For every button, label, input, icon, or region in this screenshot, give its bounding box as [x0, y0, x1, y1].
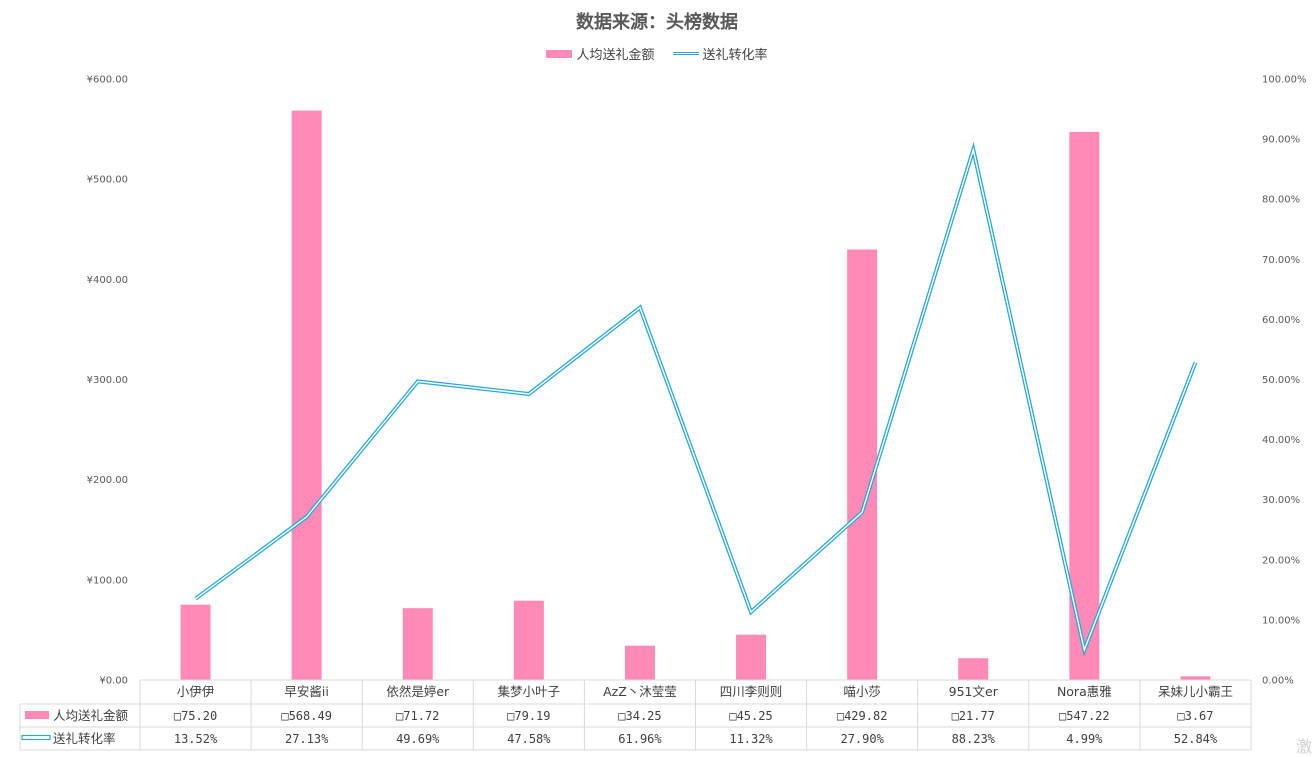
- data-label: □3.67: [1177, 709, 1213, 723]
- series-line-inner: [195, 146, 1197, 653]
- data-label: □45.25: [729, 709, 772, 723]
- y-right-tick-label: 30.00%: [1262, 495, 1300, 506]
- y-left-tick-label: ¥0.00: [99, 676, 128, 687]
- x-tick-label: Nora惠雅: [1057, 684, 1112, 699]
- data-label: □429.82: [837, 709, 888, 723]
- x-tick-label: 呆妹儿小霸王: [1158, 684, 1233, 699]
- data-label: 88.23%: [952, 732, 996, 746]
- data-label: □547.22: [1059, 709, 1110, 723]
- legend-item-bar: 人均送礼金额: [546, 44, 655, 63]
- y-right-tick-label: 50.00%: [1262, 375, 1300, 386]
- data-label: 61.96%: [618, 732, 662, 746]
- y-left-tick-label: ¥200.00: [87, 475, 128, 486]
- y-right-tick-label: 20.00%: [1262, 555, 1300, 566]
- watermark-text: 激: [1295, 737, 1312, 756]
- data-label: □34.25: [618, 709, 661, 723]
- bar: [1069, 131, 1100, 680]
- x-tick-label: 早安酱ii: [284, 684, 328, 699]
- data-label: 11.32%: [729, 732, 773, 746]
- y-left-tick-label: ¥300.00: [87, 375, 128, 386]
- y-right-tick-label: 70.00%: [1262, 255, 1300, 266]
- data-label: 13.52%: [174, 732, 218, 746]
- data-label: □71.72: [396, 709, 439, 723]
- y-right-tick-label: 60.00%: [1262, 315, 1300, 326]
- legend-swatch-bar: [546, 49, 573, 58]
- x-tick-label: 小伊伊: [177, 684, 215, 699]
- x-tick-label: 四川李则则: [720, 684, 783, 699]
- legend-label-line: 送礼转化率: [702, 48, 768, 63]
- legend: 人均送礼金额 送礼转化率: [0, 44, 1314, 63]
- bar: [513, 600, 544, 680]
- y-right-tick-label: 90.00%: [1262, 135, 1300, 146]
- data-label: □75.20: [174, 709, 217, 723]
- y-right-tick-label: 10.00%: [1262, 615, 1300, 626]
- x-tick-label: 951文er: [949, 684, 999, 699]
- data-label: 4.99%: [1066, 732, 1103, 746]
- data-label: 47.58%: [507, 732, 551, 746]
- y-right-tick-label: 40.00%: [1262, 435, 1300, 446]
- y-left-tick-label: ¥400.00: [87, 275, 128, 286]
- data-label: □568.49: [281, 709, 332, 723]
- data-label: 27.90%: [840, 732, 884, 746]
- y-right-tick-label: 0.00%: [1262, 676, 1294, 687]
- bar: [291, 110, 322, 681]
- data-label: □79.19: [507, 709, 550, 723]
- y-left-tick-label: ¥600.00: [87, 75, 128, 86]
- data-label: □21.77: [952, 709, 995, 723]
- data-label: 49.69%: [396, 732, 440, 746]
- x-tick-label: 集梦小叶子: [498, 684, 561, 699]
- bar: [624, 645, 655, 680]
- series-line: [194, 141, 1198, 657]
- bar: [1180, 676, 1211, 680]
- bar: [847, 249, 878, 681]
- table-row-label: 送礼转化率: [53, 731, 116, 746]
- y-left-tick-label: ¥100.00: [87, 575, 128, 586]
- table-key-bar: [25, 711, 49, 719]
- y-right-tick-label: 100.00%: [1262, 75, 1307, 86]
- table-key-line: [21, 734, 51, 741]
- data-label: 52.84%: [1174, 732, 1218, 746]
- legend-item-line: 送礼转化率: [672, 44, 768, 63]
- y-left-tick-label: ¥500.00: [87, 175, 128, 186]
- bar: [402, 608, 433, 680]
- bar: [736, 634, 767, 680]
- x-tick-label: 喵小莎: [843, 684, 881, 699]
- legend-label-bar: 人均送礼金额: [576, 48, 655, 63]
- legend-swatch-line: [672, 52, 699, 55]
- x-tick-label: AzZ丶沐莹莹: [603, 684, 677, 699]
- data-label: 27.13%: [285, 732, 329, 746]
- table-row-label: 人均送礼金额: [53, 708, 129, 723]
- y-right-tick-label: 80.00%: [1262, 195, 1300, 206]
- x-tick-label: 依然是婷er: [386, 684, 450, 699]
- chart-title: 数据来源：头榜数据: [576, 12, 738, 33]
- bar: [180, 604, 211, 680]
- bar: [958, 658, 989, 680]
